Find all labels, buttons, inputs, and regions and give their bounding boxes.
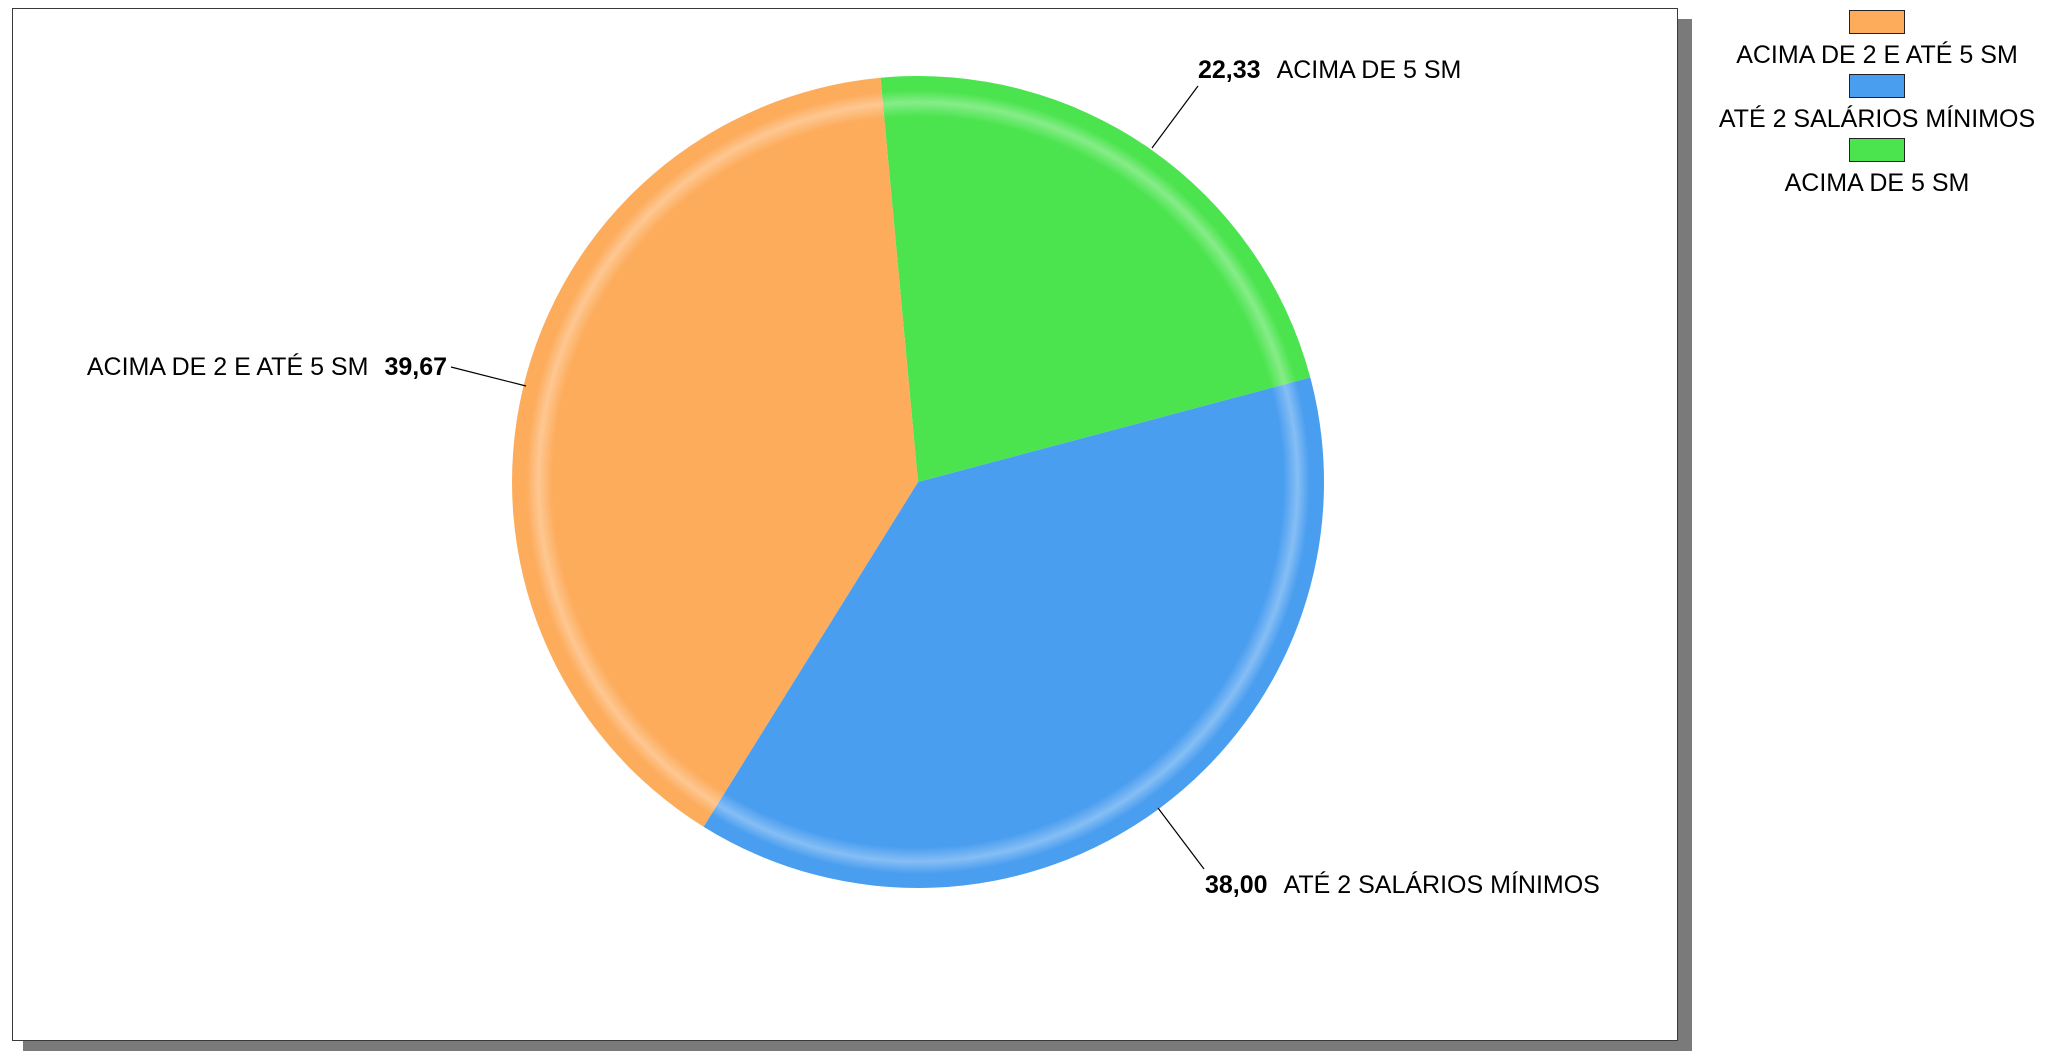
legend: ACIMA DE 2 E ATÉ 5 SM ATÉ 2 SALÁRIOS MÍNI… xyxy=(1700,10,2054,202)
legend-swatch xyxy=(1849,10,1905,34)
data-label-value: 39,67 xyxy=(384,353,447,381)
data-label-acima-de-5-sm: 22,33 ACIMA DE 5 SM xyxy=(1198,56,1461,84)
data-label-acima-de-2-e-ate-5-sm: ACIMA DE 2 E ATÉ 5 SM 39,67 xyxy=(87,352,447,381)
legend-label: ACIMA DE 2 E ATÉ 5 SM xyxy=(1736,41,2018,69)
pie-labels: ACIMA DE 2 E ATÉ 5 SM 39,67 38,00 ATÉ 2 SAL… xyxy=(87,56,1600,899)
data-label-value: 38,00 xyxy=(1205,871,1268,899)
data-label-category: ACIMA DE 2 E ATÉ 5 SM xyxy=(87,352,369,381)
legend-label: ACIMA DE 5 SM xyxy=(1784,169,1970,197)
legend-swatch xyxy=(1849,74,1905,98)
leader-line-acima-de-5-sm xyxy=(1151,85,1199,149)
legend-label: ATÉ 2 SALÁRIOS MÍNIMOS xyxy=(1718,105,2036,133)
data-label-category: ATÉ 2 SALÁRIOS MÍNIMOS xyxy=(1284,870,1600,899)
legend-item-acima-de-5-sm: ACIMA DE 5 SM xyxy=(1700,138,2054,198)
data-label-category: ACIMA DE 5 SM xyxy=(1277,56,1462,84)
leader-line-ate-2-salarios-minimos xyxy=(1157,807,1205,870)
legend-item-acima-de-2-e-ate-5-sm: ACIMA DE 2 E ATÉ 5 SM xyxy=(1700,10,2054,70)
legend-item-ate-2-salarios-minimos: ATÉ 2 SALÁRIOS MÍNIMOS xyxy=(1700,74,2054,134)
data-label-value: 22,33 xyxy=(1198,56,1261,84)
data-label-ate-2-salarios-minimos: 38,00 ATÉ 2 SALÁRIOS MÍNIMOS xyxy=(1205,870,1600,899)
pie-rim-highlight xyxy=(512,76,1324,888)
leader-line-acima-de-2-e-ate-5-sm xyxy=(450,366,527,387)
legend-swatch xyxy=(1849,138,1905,162)
